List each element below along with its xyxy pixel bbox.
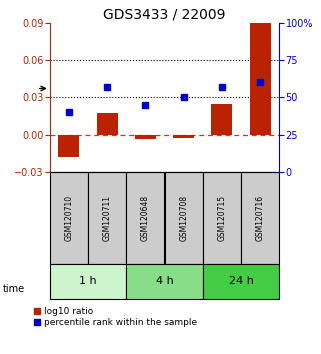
Bar: [50, 264, 126, 299]
Bar: [126, 172, 164, 264]
Text: GSM120648: GSM120648: [141, 195, 150, 241]
Text: 1 h: 1 h: [79, 276, 97, 286]
Bar: [250, 23, 271, 135]
Text: GSM120716: GSM120716: [256, 195, 265, 241]
Bar: [173, 135, 194, 138]
Bar: [135, 135, 156, 139]
Text: GSM120711: GSM120711: [103, 195, 112, 241]
Bar: [211, 103, 232, 135]
Title: GDS3433 / 22009: GDS3433 / 22009: [103, 8, 226, 22]
Bar: [203, 172, 241, 264]
Text: GSM120715: GSM120715: [217, 195, 226, 241]
Bar: [58, 135, 79, 157]
Bar: [203, 264, 279, 299]
Bar: [241, 172, 279, 264]
Legend: log10 ratio, percentile rank within the sample: log10 ratio, percentile rank within the …: [30, 304, 201, 331]
Text: 24 h: 24 h: [229, 276, 254, 286]
Bar: [97, 113, 118, 135]
Text: 4 h: 4 h: [156, 276, 173, 286]
Bar: [165, 172, 203, 264]
Bar: [126, 264, 203, 299]
Text: GSM120708: GSM120708: [179, 195, 188, 241]
Text: time: time: [3, 284, 25, 293]
Bar: [88, 172, 126, 264]
Text: GSM120710: GSM120710: [65, 195, 74, 241]
Bar: [50, 172, 88, 264]
